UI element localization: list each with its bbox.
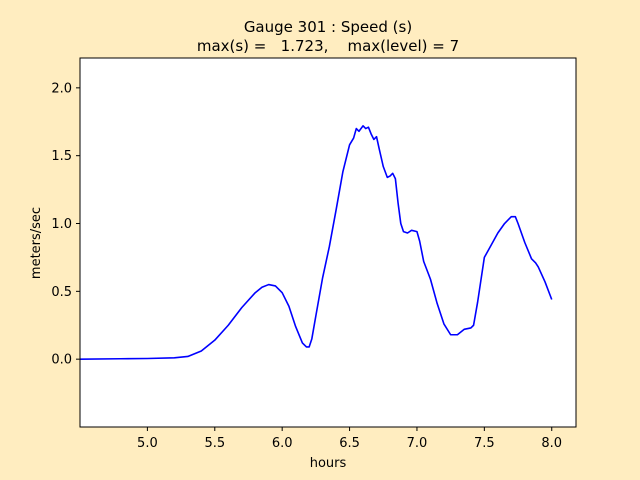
axes-frame: [79, 57, 577, 428]
axes-background: [80, 58, 576, 427]
chart-title-line-1: Gauge 301 : Speed (s): [244, 18, 412, 36]
x-tick-label: 7.5: [474, 436, 495, 451]
y-tick-label: 1.5: [51, 149, 72, 164]
ticks-layer: 5.0 5.5 6.0 6.5 7.0 7.5 8.0 0.0 0.5 1.0 1.5 2.0: [51, 81, 562, 451]
x-tick-label: 8.0: [541, 436, 562, 451]
y-tick-label: 1.0: [51, 217, 72, 232]
series-layer: [79, 125, 553, 360]
x-tick-label: 5.0: [137, 436, 158, 451]
x-axis-label: hours: [310, 456, 347, 471]
y-tick-label: 2.0: [51, 81, 72, 96]
chart-title-line-2: max(s) = 1.723, max(level) = 7: [197, 37, 459, 55]
x-tick-label: 6.5: [339, 436, 360, 451]
y-tick-label: 0.0: [51, 353, 72, 368]
x-tick-label: 5.5: [204, 436, 225, 451]
y-tick-label: 0.5: [51, 285, 72, 300]
speed-series-line: [79, 125, 553, 360]
x-tick-label: 6.0: [272, 436, 293, 451]
y-axis-label: meters/sec: [29, 207, 44, 279]
x-tick-label: 7.0: [407, 436, 428, 451]
